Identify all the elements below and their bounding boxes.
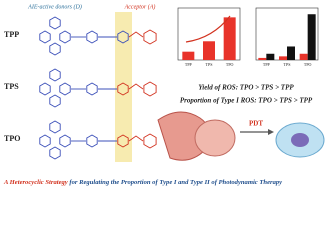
donor-ring (39, 134, 51, 148)
donor-ring (49, 94, 61, 108)
acceptor-label: Acceptor (A) (124, 3, 156, 10)
bond (128, 135, 144, 142)
x-tick-label: TPP (185, 62, 193, 67)
bar (299, 53, 308, 60)
donor-ring (59, 82, 71, 96)
graphical-abstract: AIE-active donors (D) Acceptor (A) TPPTP… (0, 0, 326, 189)
donor-ring (49, 146, 61, 160)
donor-ring (49, 68, 61, 82)
donor-ring (59, 134, 71, 148)
bar (287, 46, 295, 60)
linker-band (115, 12, 132, 162)
bar (279, 56, 287, 60)
x-tick-label: TPP (263, 62, 271, 67)
bar (307, 14, 316, 61)
donor-ring (86, 82, 98, 96)
footer-highlight: A Heterocyclic Strategy (3, 179, 68, 186)
donor-ring (39, 30, 51, 44)
molecule-name: TPP (4, 30, 19, 39)
bar (266, 53, 275, 60)
donor-label: AIE-active donors (D) (27, 3, 82, 10)
donor-ring (86, 30, 98, 44)
linker-ring (117, 30, 129, 44)
statement: Proportion of Type I ROS: TPO > TPS > TP… (180, 97, 313, 105)
x-tick-label: TPO (304, 62, 312, 67)
charts: TPP TPS TPO TPP TPS TPO (177, 7, 319, 67)
statement: Yield of ROS: TPO > TPS > TPP (198, 84, 294, 92)
donor-ring (39, 82, 51, 96)
acceptor-ring (143, 133, 157, 149)
x-tick-label: TPS (284, 62, 291, 67)
footer-rest: for Regulating the Proportion of Type I … (68, 179, 282, 186)
donor-ring (59, 30, 71, 44)
bar (203, 41, 215, 60)
background (0, 0, 326, 189)
tumor (194, 119, 236, 157)
bar (258, 57, 267, 60)
donor-ring (49, 42, 61, 56)
trend-arrow (185, 15, 231, 43)
acceptor-ring (143, 29, 157, 45)
molecule-name: TPO (4, 134, 20, 143)
pdt-label: PDT (249, 120, 263, 128)
bond (128, 83, 144, 90)
arrow-head (268, 129, 274, 135)
donor-ring (86, 134, 98, 148)
linker-ring (117, 82, 129, 96)
footer-title: A Heterocyclic Strategy for Regulating t… (3, 179, 282, 186)
molecules: TPP TPS TPO (4, 16, 157, 160)
x-tick-label: TPS (206, 62, 213, 67)
bar (223, 17, 236, 60)
x-tick-label: TPO (226, 62, 234, 67)
bond (128, 31, 144, 38)
acceptor-ring (143, 81, 157, 97)
donor-ring (49, 16, 61, 30)
linker-ring (117, 134, 129, 148)
donor-ring (49, 120, 61, 134)
bar (182, 51, 195, 60)
nucleus (291, 133, 309, 147)
molecule-name: TPS (4, 82, 19, 91)
